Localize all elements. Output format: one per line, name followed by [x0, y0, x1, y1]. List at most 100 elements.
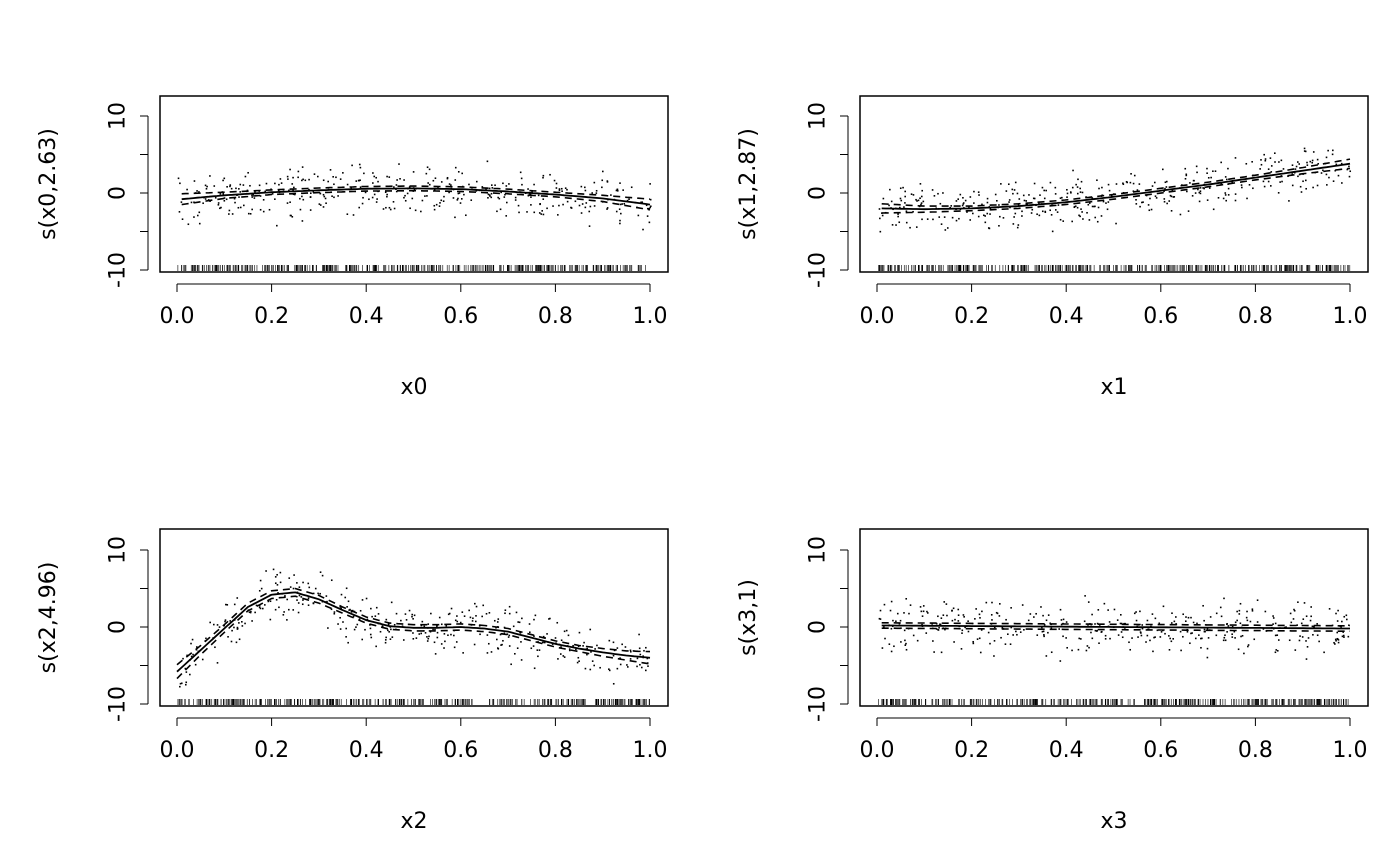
residual-point	[1246, 619, 1249, 622]
residual-point	[990, 614, 993, 616]
residual-point	[462, 652, 464, 654]
residual-point	[953, 641, 955, 643]
residual-point	[530, 204, 532, 206]
residual-point	[198, 191, 200, 193]
residual-point	[1293, 608, 1295, 611]
residual-point	[1151, 185, 1154, 187]
residual-point	[527, 194, 530, 196]
residual-point	[565, 629, 568, 632]
residual-point	[1002, 217, 1005, 219]
residual-point	[1243, 652, 1245, 655]
residual-point	[915, 198, 917, 201]
residual-point	[475, 180, 478, 183]
residual-point	[619, 663, 622, 666]
residual-point	[301, 220, 304, 222]
residual-point	[1135, 203, 1138, 205]
residual-point	[214, 196, 217, 199]
residual-point	[943, 601, 946, 603]
residual-point	[981, 203, 983, 206]
residual-point	[326, 600, 328, 603]
residual-point	[646, 215, 649, 217]
residual-point	[447, 613, 450, 616]
residual-point	[1087, 601, 1090, 603]
residual-point	[1348, 175, 1351, 178]
residual-point	[1325, 173, 1328, 176]
residual-point	[1119, 622, 1122, 625]
residual-point	[549, 617, 551, 620]
residual-point	[616, 667, 619, 670]
residual-point	[1285, 626, 1287, 628]
residual-point	[512, 625, 515, 628]
residual-point	[903, 612, 905, 614]
residual-point	[534, 614, 537, 617]
residual-point	[1297, 175, 1299, 178]
residual-point	[286, 619, 288, 621]
residual-point	[198, 222, 201, 225]
residual-point	[403, 196, 405, 199]
residual-point	[293, 574, 295, 576]
residual-point	[1171, 612, 1173, 615]
residual-point	[508, 605, 511, 608]
residual-point	[595, 189, 598, 192]
residual-point	[428, 183, 431, 186]
residual-point	[1050, 627, 1053, 630]
residual-point	[456, 615, 458, 617]
residual-point	[904, 195, 906, 198]
residual-point	[977, 215, 980, 218]
residual-point	[244, 175, 247, 178]
residual-point	[219, 193, 222, 195]
residual-point	[620, 212, 622, 215]
residual-point	[1348, 165, 1350, 168]
residual-point	[1154, 195, 1157, 197]
residual-point	[1170, 195, 1173, 198]
residual-point	[1018, 198, 1021, 200]
residual-point	[292, 176, 294, 179]
residual-point	[993, 640, 996, 642]
residual-point	[339, 178, 342, 180]
residual-point	[486, 160, 489, 163]
residual-point	[463, 193, 465, 196]
residual-point	[508, 645, 511, 647]
residual-point	[963, 616, 965, 618]
residual-point	[1121, 636, 1124, 639]
residual-point	[1185, 616, 1187, 618]
residual-point	[1016, 192, 1019, 195]
residual-point	[1206, 199, 1209, 201]
residual-point	[274, 576, 277, 578]
residual-point	[1336, 637, 1339, 640]
residual-point	[1016, 633, 1018, 636]
residual-point	[447, 634, 449, 637]
residual-point	[381, 625, 384, 627]
plot-frame	[859, 95, 1369, 273]
residual-point	[204, 184, 207, 187]
residual-point	[533, 635, 535, 637]
residual-point	[1175, 616, 1177, 618]
residual-point	[1328, 176, 1330, 179]
residual-point	[358, 206, 361, 209]
residual-point	[389, 638, 392, 640]
residual-point	[1192, 621, 1195, 624]
residual-point	[514, 196, 517, 199]
residual-point	[1062, 618, 1065, 621]
residual-point	[1117, 634, 1120, 636]
residual-point	[519, 632, 522, 634]
residual-point	[599, 666, 601, 669]
residual-point	[508, 183, 510, 185]
residual-point	[585, 202, 588, 204]
residual-point	[540, 213, 543, 215]
residual-point	[1154, 617, 1157, 620]
residual-point	[912, 194, 915, 196]
lower-ci-line	[881, 627, 1350, 632]
residual-point	[1102, 200, 1105, 203]
residual-point	[302, 599, 304, 601]
residual-point	[533, 183, 535, 186]
residual-point	[237, 206, 240, 209]
residual-point	[628, 198, 630, 201]
residual-point	[993, 655, 995, 657]
residual-point	[563, 656, 566, 658]
residual-point	[228, 209, 231, 212]
residual-point	[1212, 208, 1215, 211]
residual-point	[322, 206, 325, 208]
residual-point	[1297, 601, 1299, 603]
residual-point	[1224, 192, 1227, 194]
